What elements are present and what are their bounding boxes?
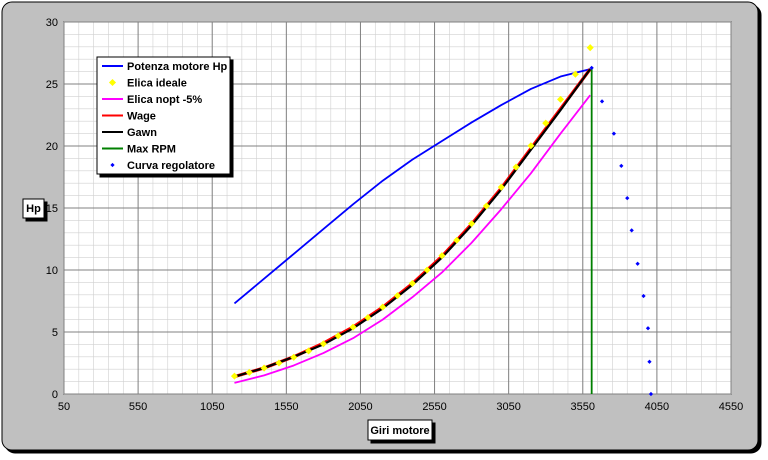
y-tick-label: 25 (46, 79, 58, 91)
marker-point (527, 142, 535, 150)
legend-label: Gawn (127, 127, 157, 139)
x-axis-title: Giri motore (367, 419, 433, 441)
marker-point (349, 323, 357, 331)
x-tick-label: 550 (129, 401, 147, 413)
dot-point (611, 131, 617, 136)
y-tick-label: 10 (46, 265, 58, 277)
y-tick-label: 20 (46, 141, 58, 153)
series-elica-ideale (230, 44, 594, 380)
x-tick-label: 2050 (348, 401, 372, 413)
legend-entry-gawn: Gawn (102, 127, 157, 139)
legend-entry-curva-regolatore: Curva regolatore (110, 160, 215, 172)
legend-entry-wage: Wage (102, 111, 156, 123)
x-tick-label: 4550 (719, 401, 743, 413)
y-tick-label: 15 (46, 203, 58, 215)
marker-point (393, 292, 402, 300)
marker-point (468, 220, 476, 228)
x-tick-label: 50 (58, 401, 70, 413)
marker-point (230, 372, 238, 380)
legend-swatch-dot (110, 162, 115, 168)
marker-point (438, 252, 446, 260)
series-potenza-motore-hp (233, 68, 591, 305)
marker-point (408, 279, 416, 287)
y-tick-label: 0 (52, 389, 58, 401)
legend-label: Curva regolatore (127, 160, 215, 172)
series-curva-regolatore (589, 65, 654, 397)
marker-point (542, 119, 550, 127)
marker-point (571, 70, 579, 78)
dot-point (635, 261, 640, 266)
marker-point (319, 340, 327, 348)
series-elica-nopt-5 (234, 94, 591, 384)
legend: Potenza motore Hp Elica ideale Elica nopt … (96, 56, 231, 175)
legend-entry-elica-ideale: Elica ideale (108, 78, 187, 90)
legend-entry-max-rpm: Max RPM (102, 144, 176, 156)
marker-point (305, 347, 313, 355)
x-tick-label: 1050 (200, 401, 224, 413)
marker-point (586, 44, 594, 52)
marker-point (290, 353, 298, 361)
y-tick-label: 30 (46, 17, 58, 29)
marker-point (423, 266, 431, 274)
x-tick-label: 1550 (274, 401, 298, 413)
marker-point (497, 183, 505, 191)
y-tick-label: 5 (52, 327, 58, 339)
marker-point (364, 314, 372, 322)
y-tick-labels: 0 5 10 15 20 25 30 (46, 17, 58, 401)
dot-point (629, 228, 634, 233)
major-grid (63, 21, 732, 395)
series-potenza-motore-hp-line (233, 68, 591, 305)
x-tick-label: 3050 (496, 401, 520, 413)
x-tick-label: 4050 (645, 401, 669, 413)
legend-label: Wage (127, 111, 156, 123)
legend-label: Elica ideale (127, 78, 187, 90)
legend-label: Max RPM (127, 144, 176, 156)
dot-point (645, 326, 651, 331)
legend-entry-potenza-motore-hp: Potenza motore Hp (102, 61, 228, 73)
marker-point (260, 364, 268, 372)
marker-point (245, 368, 253, 376)
marker-point (334, 332, 342, 340)
x-tick-label: 2550 (422, 401, 446, 413)
y-axis-title: Hp (22, 198, 45, 219)
dot-point (648, 391, 654, 397)
series-layer (230, 44, 654, 397)
marker-point (453, 236, 461, 244)
dot-point (625, 195, 630, 201)
legend-label: Elica nopt -5% (127, 94, 202, 106)
marker-point (482, 202, 490, 210)
marker-point (557, 95, 565, 103)
dot-point (641, 293, 646, 299)
series-elica-nopt-5-line (234, 94, 591, 384)
dot-point (619, 163, 624, 168)
x-axis-title-text: Giri motore (370, 425, 429, 437)
dot-point (647, 359, 652, 364)
marker-point (379, 303, 387, 311)
x-tick-label: 3550 (571, 401, 595, 413)
marker-point (275, 359, 283, 367)
marker-point (512, 163, 520, 171)
legend-label: Potenza motore Hp (127, 61, 228, 73)
legend-entry-elica-nopt-5: Elica nopt -5% (102, 94, 202, 106)
legend-swatch-marker (108, 78, 117, 87)
x-tick-labels: 50 550 1050 1550 2050 2550 3050 3550 4050 4550 (58, 401, 743, 413)
y-axis-title-text: Hp (26, 203, 41, 215)
